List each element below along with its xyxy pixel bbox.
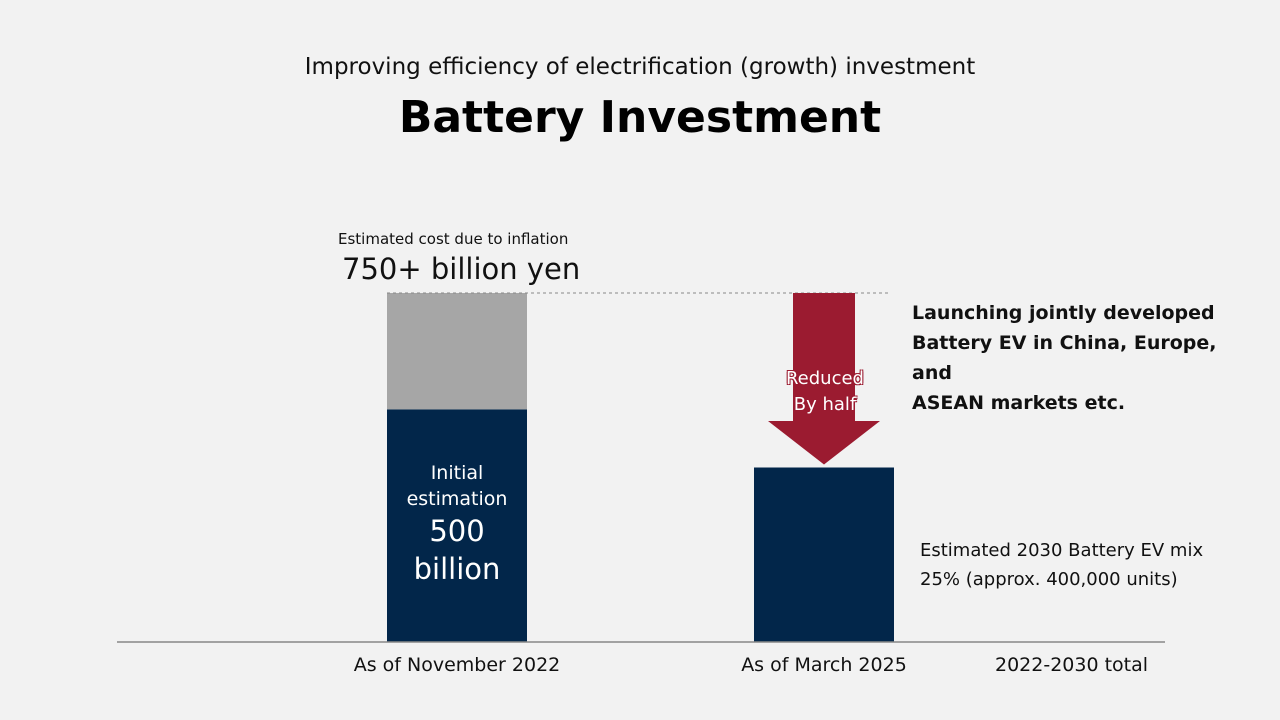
arrow-line1: Reduced xyxy=(785,368,864,389)
bar-estimate-0 xyxy=(387,409,527,642)
chart-subtitle: Improving efficiency of electrification … xyxy=(304,54,976,80)
initial-estimation-label: Initial estimation 500 billion xyxy=(387,460,527,588)
x-tick-label: As of November 2022 xyxy=(353,654,561,676)
period-label: 2022-2030 total xyxy=(995,654,1149,676)
chart-title: Battery Investment xyxy=(398,92,882,143)
ev-mix-line: Estimated 2030 Battery EV mix xyxy=(920,540,1204,561)
arrow-line2: By half xyxy=(793,394,857,415)
reduction-arrow xyxy=(768,293,880,465)
bar-group xyxy=(387,293,894,642)
bar-estimate-1 xyxy=(754,467,894,642)
launch-note: Launching jointly developed Battery EV i… xyxy=(912,298,1252,418)
ev-mix-note: Estimated 2030 Battery EV mix 25% (appro… xyxy=(920,536,1260,594)
launch-note-line: ASEAN markets etc. xyxy=(912,392,1126,414)
inflation-label: Estimated cost due to inflation xyxy=(338,230,569,248)
initial-line1: Initial xyxy=(430,462,484,484)
ev-mix-line: 25% (approx. 400,000 units) xyxy=(920,569,1178,590)
initial-value1: 500 xyxy=(429,514,485,548)
inflation-value: 750+ billion yen xyxy=(342,252,581,286)
launch-note-line: Launching jointly developed xyxy=(912,302,1215,324)
arrow-label: Reduced By half xyxy=(770,366,880,418)
launch-note-line: Battery EV in China, Europe, and xyxy=(912,332,1217,384)
bar-inflation-0 xyxy=(387,293,527,410)
x-tick-label: As of March 2025 xyxy=(741,654,907,676)
initial-value2: billion xyxy=(413,552,501,586)
initial-line2: estimation xyxy=(406,488,508,510)
